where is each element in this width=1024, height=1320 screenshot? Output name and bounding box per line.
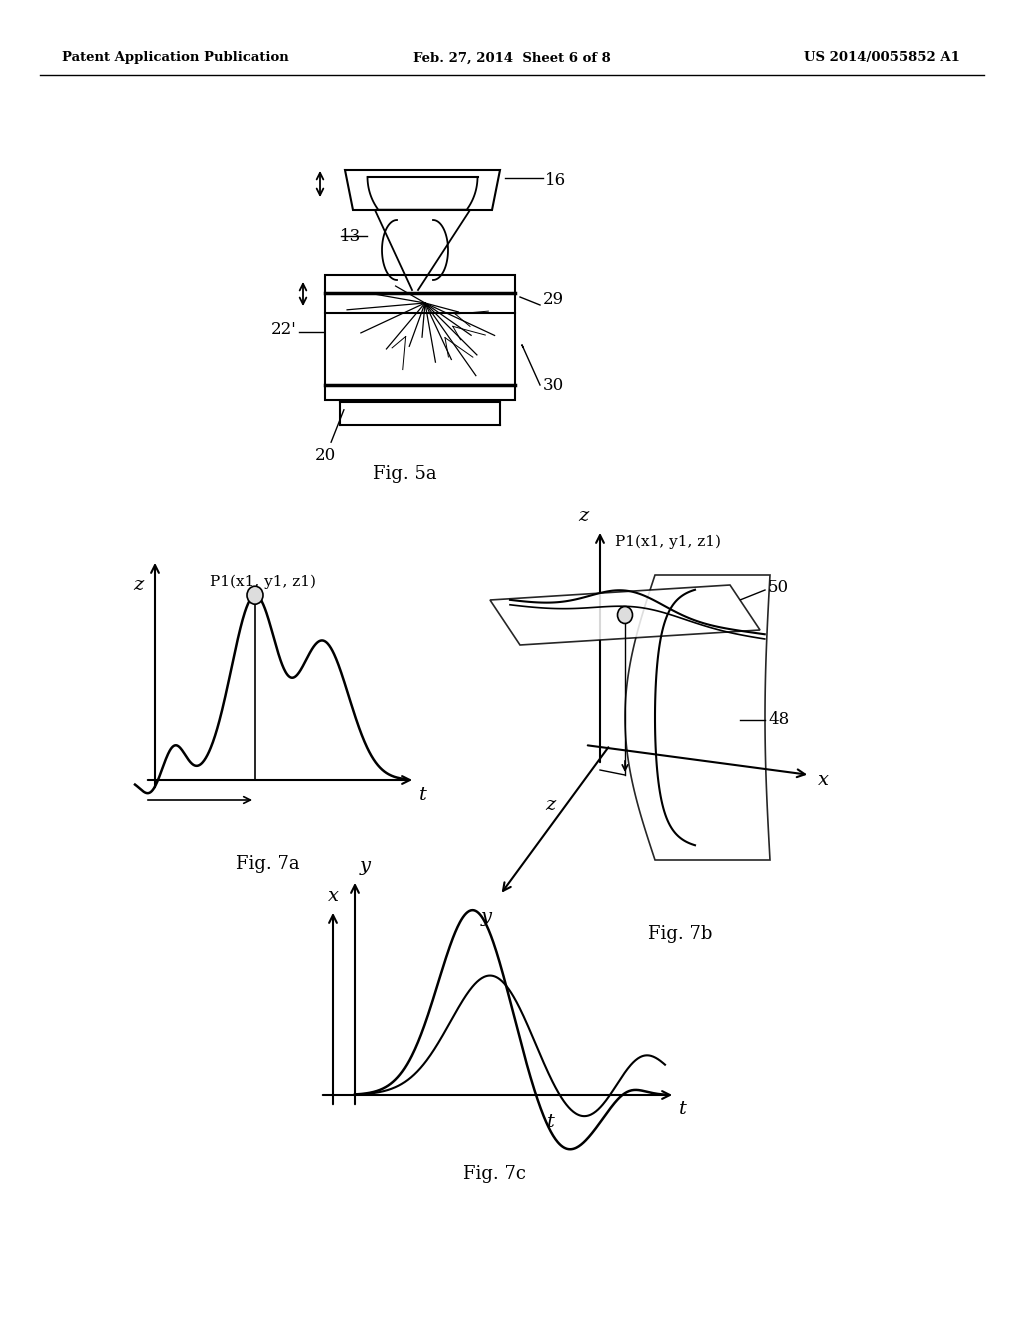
Text: 16: 16	[545, 172, 566, 189]
Text: 22': 22'	[271, 322, 297, 338]
Text: y: y	[481, 908, 492, 927]
Text: P1(x1, y1, z1): P1(x1, y1, z1)	[210, 576, 316, 590]
Text: 20: 20	[315, 447, 336, 465]
Text: z: z	[133, 576, 143, 594]
Text: Fig. 7c: Fig. 7c	[463, 1166, 526, 1183]
Polygon shape	[625, 576, 770, 861]
Text: Feb. 27, 2014  Sheet 6 of 8: Feb. 27, 2014 Sheet 6 of 8	[413, 51, 611, 65]
Text: y: y	[360, 857, 371, 875]
Text: 48: 48	[768, 711, 790, 729]
Text: 29: 29	[543, 292, 564, 309]
Polygon shape	[345, 170, 500, 210]
Polygon shape	[490, 585, 760, 645]
Text: 50: 50	[768, 579, 790, 597]
Text: US 2014/0055852 A1: US 2014/0055852 A1	[804, 51, 961, 65]
Text: 30: 30	[543, 376, 564, 393]
Ellipse shape	[247, 586, 263, 605]
Text: Patent Application Publication: Patent Application Publication	[62, 51, 289, 65]
Text: z: z	[545, 796, 555, 814]
Text: z: z	[578, 507, 588, 525]
Text: x: x	[818, 771, 829, 789]
Text: Fig. 7b: Fig. 7b	[648, 925, 712, 942]
Text: t: t	[679, 1100, 687, 1118]
Bar	[325, 275, 515, 400]
Text: t: t	[547, 1113, 555, 1131]
Text: P1(x1, y1, z1): P1(x1, y1, z1)	[615, 535, 721, 549]
Ellipse shape	[617, 606, 633, 623]
Text: 13: 13	[340, 228, 361, 246]
Text: t: t	[419, 785, 427, 804]
Text: Fig. 7a: Fig. 7a	[236, 855, 299, 873]
Text: Fig. 5a: Fig. 5a	[373, 465, 437, 483]
Text: x: x	[328, 887, 339, 906]
